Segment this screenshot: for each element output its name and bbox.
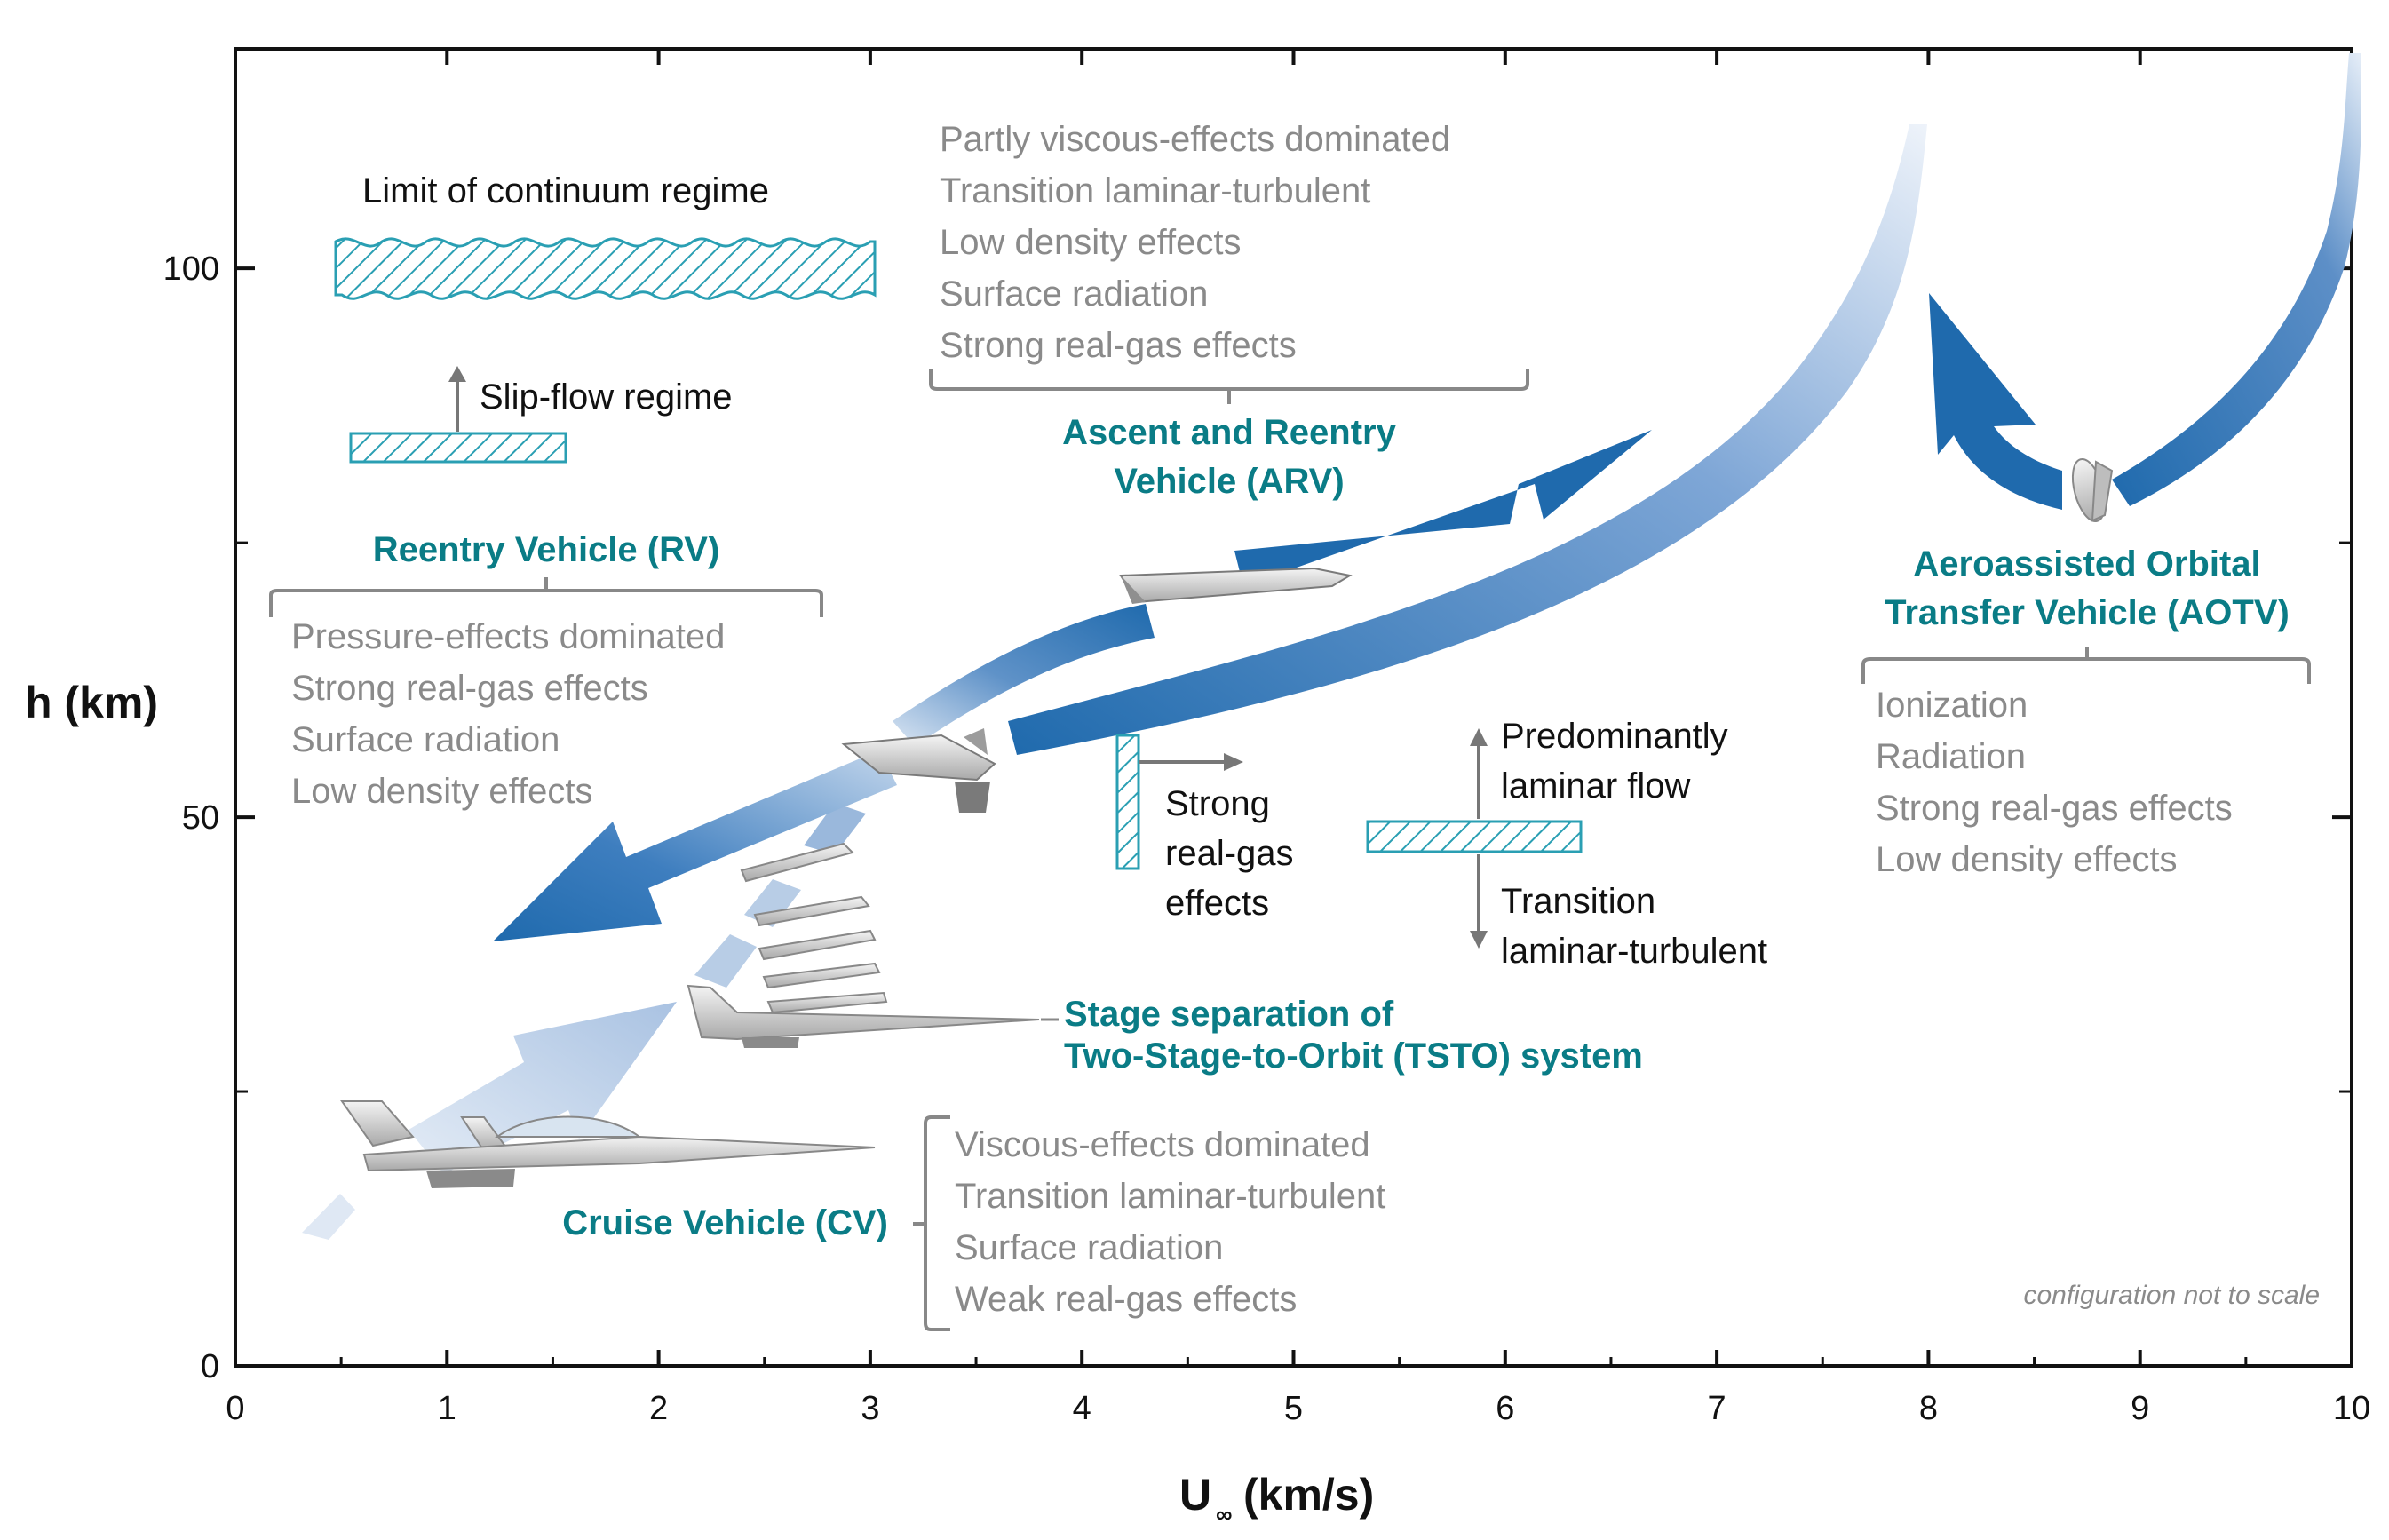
rv-effect: Pressure-effects dominated: [291, 617, 725, 656]
aotv-outbound-curve: [2112, 53, 2361, 506]
aotv-bracket: [1861, 647, 2311, 684]
cruise-vehicle-icon: [340, 1100, 876, 1188]
aotv-title-line2: Transfer Vehicle (AOTV): [1885, 593, 2290, 632]
x-axis-title-units: (km/s): [1243, 1470, 1374, 1520]
aotv-effect: Strong real-gas effects: [1876, 789, 2233, 828]
rv-trail-segment-3: [804, 803, 866, 854]
x-tick-label: 3: [861, 1390, 879, 1427]
rv-bracket: [269, 577, 823, 617]
x-tick-label: 5: [1284, 1390, 1303, 1427]
rv-effect: Strong real-gas effects: [291, 669, 648, 708]
y-tick-label: 0: [201, 1348, 219, 1385]
arv-effects-list: Partly viscous-effects dominated Transit…: [940, 120, 1450, 365]
rv-plane-icon: [841, 728, 996, 813]
tsto-title-line2: Two-Stage-to-Orbit (TSTO) system: [1064, 1036, 1643, 1076]
real-gas-wall-arrowhead: [1224, 753, 1243, 771]
cv-effects-list: Viscous-effects dominated Transition lam…: [955, 1125, 1385, 1319]
rv-effect: Low density effects: [291, 772, 592, 811]
rv-trail-segment: [694, 934, 757, 988]
x-tick-label: 1: [438, 1390, 456, 1427]
rv-effect: Surface radiation: [291, 720, 560, 759]
aotv-vehicle-icon: [2071, 457, 2114, 523]
arv-effect: Transition laminar-turbulent: [940, 171, 1370, 210]
turbulent-arrowhead: [1470, 931, 1488, 949]
arv-effect: Partly viscous-effects dominated: [940, 120, 1450, 159]
arv-plane-icon: [1119, 567, 1353, 604]
x-tick-label: 2: [649, 1390, 668, 1427]
aotv-effect: Ionization: [1876, 686, 2028, 725]
arv-curve: [1008, 124, 1927, 755]
continuum-limit-label: Limit of continuum regime: [362, 171, 769, 210]
x-axis-title-main: U: [1179, 1470, 1211, 1520]
laminar-arrowhead: [1470, 728, 1488, 746]
cv-effect: Viscous-effects dominated: [955, 1125, 1370, 1164]
arv-ascent-arrow: [893, 604, 1155, 746]
rv-effects-list: Pressure-effects dominated Strong real-g…: [291, 617, 725, 811]
x-tick-label: 6: [1496, 1390, 1514, 1427]
continuum-limit-band: [334, 237, 877, 300]
x-tick-label: 8: [1919, 1390, 1938, 1427]
laminar-label-line1: Predominantly: [1501, 717, 1728, 756]
x-tick-label: 0: [226, 1390, 244, 1427]
x-axis-title: U ∞ (km/s): [1179, 1470, 1374, 1528]
x-tick-label: 7: [1708, 1390, 1726, 1427]
arv-bracket: [929, 369, 1529, 404]
cv-title: Cruise Vehicle (CV): [562, 1203, 888, 1242]
turbulent-label-line2: laminar-turbulent: [1501, 932, 1767, 971]
scale-note: configuration not to scale: [2023, 1281, 2320, 1310]
y-axis-title: h (km): [25, 678, 158, 727]
arv-title-line1: Ascent and Reentry: [1062, 413, 1396, 452]
real-gas-label-line1: Strong: [1165, 784, 1270, 823]
laminar-turbulent-plate: [1366, 820, 1583, 853]
aotv-title-line1: Aeroassisted Orbital: [1913, 544, 2260, 583]
aotv-return-arrow: [1929, 293, 2062, 510]
arv-effect: Strong real-gas effects: [940, 326, 1297, 365]
cv-effect: Transition laminar-turbulent: [955, 1177, 1385, 1216]
rv-main-arrow: [493, 750, 897, 941]
cv-effect: Weak real-gas effects: [955, 1280, 1297, 1319]
arv-ascent-head: [1234, 430, 1652, 586]
slip-flow-band: [349, 432, 567, 464]
real-gas-label-line3: effects: [1165, 884, 1269, 923]
arv-title-line2: Vehicle (ARV): [1114, 462, 1344, 501]
x-tick-label: 10: [2333, 1390, 2370, 1427]
x-tick-label: 4: [1073, 1390, 1091, 1427]
slip-flow-label: Slip-flow regime: [480, 377, 733, 417]
arv-effect: Low density effects: [940, 223, 1241, 262]
vehicle-icons: [340, 457, 2114, 1188]
arv-effect: Surface radiation: [940, 274, 1208, 314]
x-axis-title-sub: ∞: [1216, 1501, 1233, 1528]
y-tick-label: 50: [182, 799, 219, 837]
y-tick-label: 100: [163, 250, 219, 288]
rv-title: Reentry Vehicle (RV): [373, 530, 720, 569]
real-gas-label-line2: real-gas: [1165, 834, 1294, 873]
real-gas-wall: [1115, 734, 1140, 870]
laminar-label-line2: laminar flow: [1501, 766, 1691, 806]
aotv-effects-list: Ionization Radiation Strong real-gas eff…: [1876, 686, 2233, 879]
cv-ascent-arrow: [302, 1194, 355, 1240]
cv-effect: Surface radiation: [955, 1228, 1223, 1267]
slip-flow-arrowhead: [448, 366, 466, 382]
tsto-stage-icons: [687, 842, 1040, 1048]
aotv-effect: Low density effects: [1876, 840, 2177, 879]
x-tick-label: 9: [2131, 1390, 2149, 1427]
aotv-effect: Radiation: [1876, 737, 2026, 776]
turbulent-label-line1: Transition: [1501, 882, 1655, 921]
tsto-title-line1: Stage separation of: [1064, 995, 1394, 1034]
cv-bracket: [913, 1115, 950, 1331]
